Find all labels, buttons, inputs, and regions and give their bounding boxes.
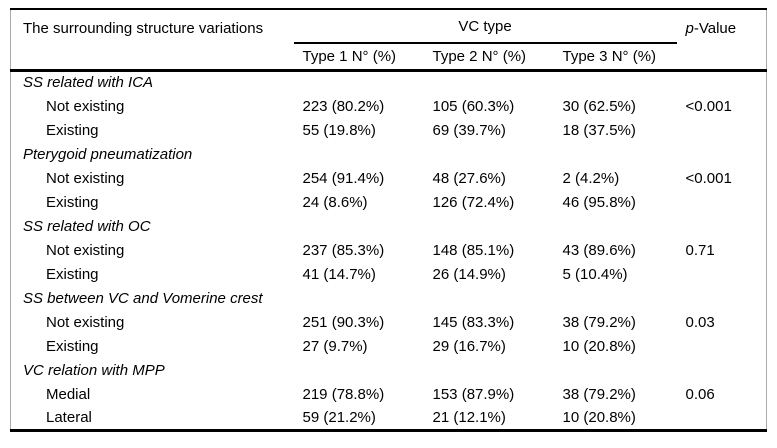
type3-value: 38 (79.2%) — [562, 313, 636, 331]
results-table: The surrounding structure variations VC … — [10, 8, 768, 432]
row-label: Existing — [46, 265, 99, 283]
type1-value: 24 (8.6%) — [302, 193, 368, 211]
type3-value: 10 (20.8%) — [562, 337, 636, 355]
table-row: Existing 41 (14.7%) 26 (14.9%) 5 (10.4%) — [11, 262, 767, 286]
column-header-type-3: Type 3 N° (%) — [553, 43, 677, 72]
results-table-container: The surrounding structure variations VC … — [10, 8, 768, 432]
type2-value: 145 (83.3%) — [432, 313, 515, 331]
p-value: <0.001 — [685, 169, 732, 187]
type1-value: 59 (21.2%) — [302, 408, 376, 426]
row-label: Not existing — [46, 241, 125, 259]
p-value — [677, 334, 767, 358]
type3-value: 30 (62.5%) — [562, 97, 636, 115]
p-value — [677, 118, 767, 142]
table-row: Existing 27 (9.7%) 29 (16.7%) 10 (20.8%) — [11, 334, 767, 358]
type1-value: 237 (85.3%) — [302, 241, 385, 259]
section-title: VC relation with MPP — [23, 361, 165, 379]
section-row: SS between VC and Vomerine crest — [11, 286, 767, 310]
type1-value: 254 (91.4%) — [302, 169, 385, 187]
type2-value: 148 (85.1%) — [432, 241, 515, 259]
table-row: Existing 24 (8.6%) 126 (72.4%) 46 (95.8%) — [11, 190, 767, 214]
column-header-type-2: Type 2 N° (%) — [423, 43, 554, 72]
header-row-top: The surrounding structure variations VC … — [10, 9, 767, 72]
p-value — [677, 190, 767, 214]
type1-value: 27 (9.7%) — [302, 337, 368, 355]
type3-value: 46 (95.8%) — [562, 193, 636, 211]
type2-value: 26 (14.9%) — [432, 265, 506, 283]
column-header-type-1: Type 1 N° (%) — [293, 43, 424, 72]
row-label: Existing — [46, 193, 99, 211]
table-row: Existing 55 (19.8%) 69 (39.7%) 18 (37.5%) — [11, 118, 767, 142]
type3-value: 10 (20.8%) — [562, 408, 636, 426]
type1-value: 41 (14.7%) — [302, 265, 376, 283]
type3-value: 5 (10.4%) — [562, 265, 628, 283]
type1-value: 251 (90.3%) — [302, 313, 385, 331]
column-group-header-vc-type: VC type — [293, 9, 677, 44]
section-row: SS related with OC — [11, 214, 767, 238]
column-header-p-value: p-Value — [676, 9, 767, 72]
type2-value: 69 (39.7%) — [432, 121, 506, 139]
section-row: Pterygoid pneumatization — [11, 142, 767, 166]
row-label: Existing — [46, 337, 99, 355]
type2-value: 105 (60.3%) — [432, 97, 515, 115]
type3-value: 38 (79.2%) — [562, 385, 636, 403]
row-label: Not existing — [46, 313, 125, 331]
p-value — [677, 262, 767, 286]
p-value: 0.71 — [685, 241, 715, 259]
type3-value: 2 (4.2%) — [562, 169, 620, 187]
type2-value: 21 (12.1%) — [432, 408, 506, 426]
type1-value: 55 (19.8%) — [302, 121, 376, 139]
row-label: Existing — [46, 121, 99, 139]
p-value: 0.06 — [685, 385, 715, 403]
p-value — [677, 406, 767, 430]
table-body: SS related with ICA Not existing 223 (80.2… — [11, 70, 767, 430]
table-row: Not existing 254 (91.4%) 48 (27.6%) 2 (4.2%… — [11, 166, 767, 190]
type2-value: 126 (72.4%) — [432, 193, 515, 211]
section-title: SS between VC and Vomerine crest — [23, 289, 263, 307]
type2-value: 153 (87.9%) — [432, 385, 515, 403]
column-header-structure-variations: The surrounding structure variations — [10, 9, 294, 72]
table-row: Not existing 251 (90.3%) 145 (83.3%) 38 (79… — [11, 310, 767, 334]
section-title: Pterygoid pneumatization — [23, 145, 193, 163]
section-title: SS related with ICA — [23, 74, 154, 92]
type3-value: 18 (37.5%) — [562, 121, 636, 139]
section-title: SS related with OC — [23, 217, 151, 235]
row-label: Not existing — [46, 97, 125, 115]
table-row: Not existing 223 (80.2%) 105 (60.3%) 30 (62… — [11, 94, 767, 118]
row-label: Medial — [46, 385, 91, 403]
p-value: 0.03 — [685, 313, 715, 331]
table-header: The surrounding structure variations VC … — [10, 9, 767, 72]
type3-value: 43 (89.6%) — [562, 241, 636, 259]
p-value-header-rest: -Value — [693, 20, 737, 37]
row-label: Lateral — [46, 408, 92, 426]
type2-value: 48 (27.6%) — [432, 169, 506, 187]
header-row-subtypes: Type 1 N° (%) Type 2 N° (%) Type 3 N° (%… — [11, 43, 767, 72]
section-row: VC relation with MPP — [11, 358, 767, 382]
p-value: <0.001 — [685, 97, 732, 115]
p-value-header-italic-p: p — [685, 20, 694, 37]
table-row: Not existing 237 (85.3%) 148 (85.1%) 43 (89… — [11, 238, 767, 262]
row-label: Not existing — [46, 169, 125, 187]
type1-value: 219 (78.8%) — [302, 385, 385, 403]
table-row: Lateral 59 (21.2%) 21 (12.1%) 10 (20.8%) — [11, 406, 767, 430]
section-row: SS related with ICA — [11, 70, 767, 94]
type2-value: 29 (16.7%) — [432, 337, 506, 355]
table-row: Medial 219 (78.8%) 153 (87.9%) 38 (79.2%) 0.… — [11, 382, 767, 406]
type1-value: 223 (80.2%) — [302, 97, 385, 115]
